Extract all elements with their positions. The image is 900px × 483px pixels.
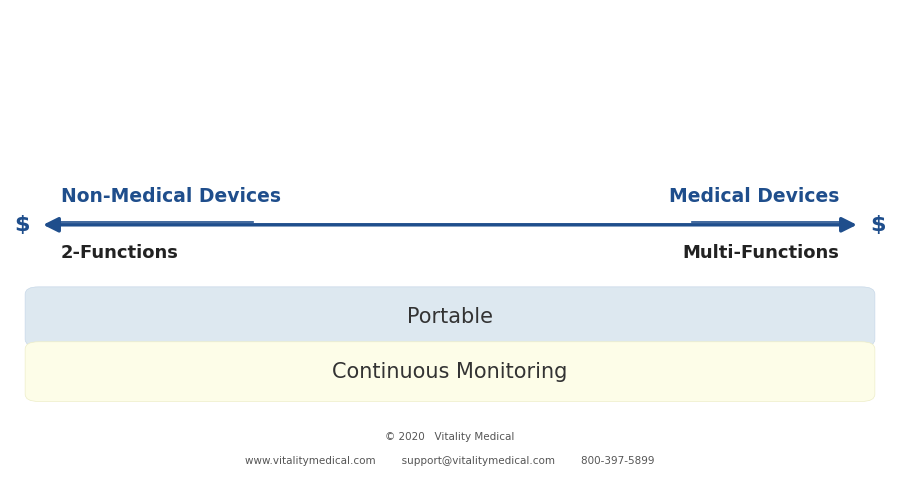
Text: © 2020   Vitality Medical: © 2020 Vitality Medical [385,432,515,442]
Text: Continuous Monitoring: Continuous Monitoring [332,362,568,382]
Text: $: $ [14,215,31,235]
Text: 2-Functions: 2-Functions [61,244,179,262]
Text: Medical Devices: Medical Devices [669,186,839,206]
Text: Portable: Portable [407,307,493,327]
Text: $: $ [869,215,886,235]
Text: www.vitalitymedical.com        support@vitalitymedical.com        800-397-5899: www.vitalitymedical.com support@vitality… [245,456,655,466]
Text: Multi-Functions: Multi-Functions [682,244,839,262]
FancyBboxPatch shape [25,342,875,401]
FancyBboxPatch shape [25,287,875,346]
Text: Non-Medical Devices: Non-Medical Devices [61,186,281,206]
